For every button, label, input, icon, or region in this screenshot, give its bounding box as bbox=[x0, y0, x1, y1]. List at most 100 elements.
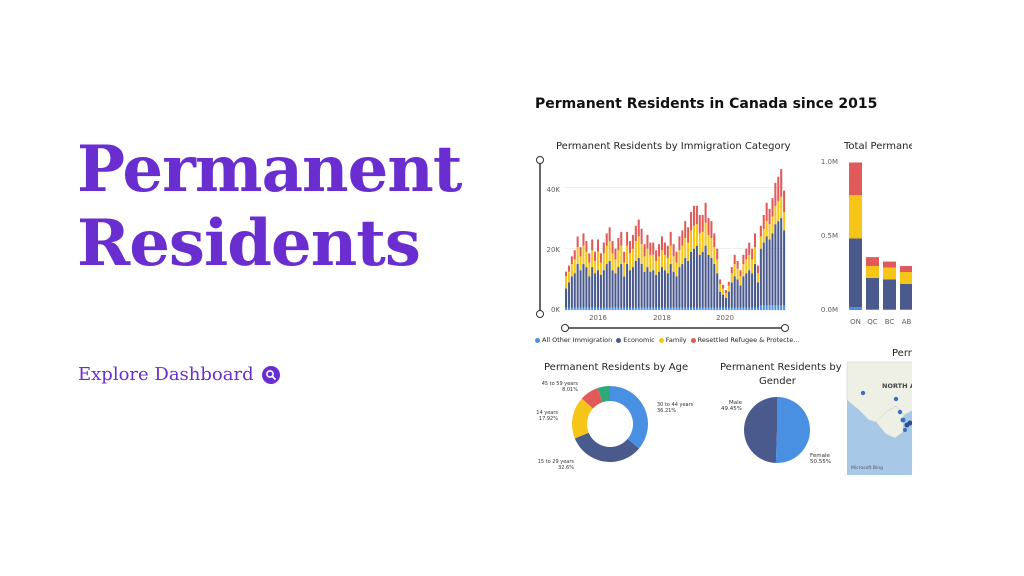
category-bar-segment[interactable] bbox=[596, 251, 600, 271]
category-bar-segment[interactable] bbox=[576, 247, 579, 265]
category-bar-segment[interactable] bbox=[640, 228, 643, 245]
category-bar-segment[interactable] bbox=[599, 274, 602, 308]
category-bar-segment[interactable] bbox=[771, 305, 774, 310]
category-bar-segment[interactable] bbox=[588, 307, 591, 310]
province-bar-segment[interactable] bbox=[849, 307, 862, 310]
province-bar-segment[interactable] bbox=[866, 277, 879, 310]
category-bar-segment[interactable] bbox=[730, 273, 733, 283]
category-bar-segment[interactable] bbox=[713, 233, 716, 248]
category-bar-segment[interactable] bbox=[687, 307, 690, 310]
category-bar-segment[interactable] bbox=[684, 221, 687, 238]
map-marker[interactable] bbox=[893, 396, 899, 402]
category-bar-segment[interactable] bbox=[722, 294, 725, 308]
category-bar-segment[interactable] bbox=[640, 244, 643, 265]
category-bar-segment[interactable] bbox=[663, 242, 666, 255]
category-bar-segment[interactable] bbox=[576, 307, 579, 310]
category-bar-segment[interactable] bbox=[605, 264, 608, 308]
category-bar-segment[interactable] bbox=[690, 307, 693, 310]
category-bar-segment[interactable] bbox=[707, 307, 710, 310]
gender-slice[interactable] bbox=[775, 397, 811, 463]
category-bar-segment[interactable] bbox=[707, 234, 710, 255]
category-bar-segment[interactable] bbox=[565, 288, 568, 308]
category-bar-segment[interactable] bbox=[658, 307, 661, 310]
category-bar-segment[interactable] bbox=[710, 257, 713, 308]
category-bar-segment[interactable] bbox=[704, 222, 707, 246]
category-bar-segment[interactable] bbox=[719, 291, 722, 308]
category-bar-segment[interactable] bbox=[579, 256, 582, 271]
category-bar-segment[interactable] bbox=[783, 305, 786, 310]
category-bar-segment[interactable] bbox=[695, 307, 698, 310]
category-bar-segment[interactable] bbox=[692, 307, 695, 310]
category-bar-segment[interactable] bbox=[759, 225, 762, 237]
province-bar-segment[interactable] bbox=[900, 283, 912, 310]
category-bar-segment[interactable] bbox=[684, 307, 687, 310]
category-bar-segment[interactable] bbox=[704, 307, 707, 310]
category-bar-segment[interactable] bbox=[596, 239, 600, 252]
map-panel[interactable]: NORTH A Microsoft Bing bbox=[520, 90, 912, 490]
category-bar-segment[interactable] bbox=[698, 233, 701, 255]
category-bar-segment[interactable] bbox=[614, 307, 617, 310]
category-bar-segment[interactable] bbox=[628, 270, 632, 308]
category-bar-segment[interactable] bbox=[681, 230, 684, 246]
category-bar-segment[interactable] bbox=[742, 254, 745, 265]
category-bar-segment[interactable] bbox=[768, 208, 771, 225]
category-bar-segment[interactable] bbox=[681, 245, 684, 265]
category-bar-segment[interactable] bbox=[719, 307, 722, 310]
category-bar-segment[interactable] bbox=[777, 305, 780, 310]
category-bar-segment[interactable] bbox=[631, 267, 634, 308]
category-bar-segment[interactable] bbox=[605, 307, 608, 310]
age-slice[interactable] bbox=[581, 388, 603, 409]
category-bar-segment[interactable] bbox=[774, 205, 777, 225]
category-bar-segment[interactable] bbox=[730, 282, 733, 308]
category-bar-segment[interactable] bbox=[666, 307, 669, 310]
category-bar-segment[interactable] bbox=[582, 245, 585, 265]
category-bar-segment[interactable] bbox=[716, 273, 719, 308]
category-bar-segment[interactable] bbox=[716, 307, 719, 310]
category-bar-segment[interactable] bbox=[704, 202, 707, 223]
category-bar-segment[interactable] bbox=[687, 260, 690, 308]
category-bar-segment[interactable] bbox=[634, 260, 637, 308]
category-bar-segment[interactable] bbox=[594, 307, 597, 310]
category-bar-segment[interactable] bbox=[681, 307, 684, 310]
category-bar-segment[interactable] bbox=[765, 221, 768, 237]
category-bar-segment[interactable] bbox=[783, 211, 786, 231]
category-bar-segment[interactable] bbox=[565, 271, 568, 277]
province-bar-segment[interactable] bbox=[883, 267, 896, 280]
category-bar-segment[interactable] bbox=[594, 260, 597, 274]
explore-dashboard-link[interactable]: Explore Dashboard bbox=[78, 364, 280, 385]
category-bar-segment[interactable] bbox=[736, 279, 739, 308]
category-bar-segment[interactable] bbox=[783, 230, 786, 306]
category-bar-segment[interactable] bbox=[759, 248, 762, 306]
category-bar-segment[interactable] bbox=[614, 248, 617, 260]
category-bar-segment[interactable] bbox=[637, 236, 640, 258]
category-bar-segment[interactable] bbox=[646, 248, 649, 268]
category-bar-segment[interactable] bbox=[692, 225, 695, 249]
province-bar-segment[interactable] bbox=[866, 257, 879, 267]
province-bar-segment[interactable] bbox=[849, 195, 862, 239]
category-bar-segment[interactable] bbox=[748, 307, 751, 310]
category-bar-segment[interactable] bbox=[570, 256, 573, 265]
age-slice[interactable] bbox=[572, 398, 593, 439]
category-bar-segment[interactable] bbox=[570, 307, 573, 310]
category-bar-segment[interactable] bbox=[701, 215, 704, 232]
category-bar-segment[interactable] bbox=[596, 307, 600, 310]
category-bar-segment[interactable] bbox=[771, 198, 774, 217]
category-bar-segment[interactable] bbox=[690, 211, 693, 231]
category-bar-segment[interactable] bbox=[655, 307, 658, 310]
category-bar-segment[interactable] bbox=[762, 305, 765, 310]
category-bar-segment[interactable] bbox=[611, 253, 614, 271]
category-bar-segment[interactable] bbox=[748, 242, 751, 255]
category-bar-segment[interactable] bbox=[739, 270, 742, 277]
category-bar-segment[interactable] bbox=[628, 307, 632, 310]
category-bar-segment[interactable] bbox=[768, 305, 771, 310]
category-bar-segment[interactable] bbox=[713, 307, 716, 310]
category-bar-segment[interactable] bbox=[754, 264, 757, 308]
category-bar-segment[interactable] bbox=[710, 307, 713, 310]
category-bar-segment[interactable] bbox=[780, 305, 783, 310]
category-bar-segment[interactable] bbox=[777, 176, 780, 202]
category-bar-segment[interactable] bbox=[666, 245, 669, 258]
category-bar-segment[interactable] bbox=[698, 307, 701, 310]
province-bar-segment[interactable] bbox=[900, 272, 912, 284]
category-bar-segment[interactable] bbox=[631, 234, 634, 249]
category-bar-segment[interactable] bbox=[655, 274, 658, 308]
